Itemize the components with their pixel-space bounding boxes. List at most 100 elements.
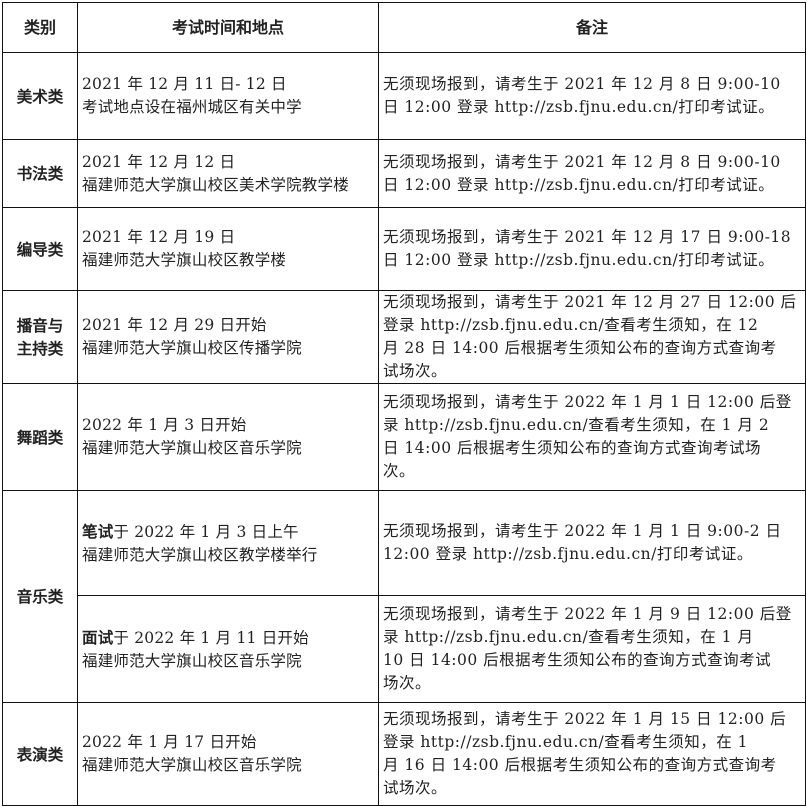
time-place-cell: 2021 年 12 月 29 日开始福建师范大学旗山校区传播学院 <box>77 290 379 384</box>
notes-line: 试场次。 <box>383 779 448 797</box>
notes-line: 登录 http://zsb.fjnu.edu.cn/查看考生须知，在 1 <box>383 733 749 751</box>
category-label: 编导类 <box>16 239 64 259</box>
header-category: 类别 <box>2 2 78 53</box>
notes-line: 10 日 14:00 后根据考生须知公布的查询方式查询考试 <box>383 651 772 669</box>
time-place-line: 福建师范大学旗山校区音乐学院 <box>82 650 374 673</box>
time-place-cell: 2022 年 1 月 3 日开始福建师范大学旗山校区音乐学院 <box>77 383 379 491</box>
time-place-text: 考试地点设在福州城区有关中学 <box>82 98 302 116</box>
header-time-place: 考试时间和地点 <box>77 2 379 53</box>
time-place-cell: 2021 年 12 月 19 日福建师范大学旗山校区教学楼 <box>77 207 379 291</box>
time-place-line: 福建师范大学旗山校区音乐学院 <box>82 437 374 460</box>
notes-line: 无须现场报到，请考生于 2022 年 1 月 9 日 12:00 后登 <box>383 605 792 623</box>
notes-cell: 无须现场报到，请考生于 2021 年 12 月 27 日 12:00 后登录 h… <box>378 290 806 384</box>
notes-line: 无须现场报到，请考生于 2021 年 12 月 8 日 9:00-10 <box>383 75 781 93</box>
category-cell: 编导类 <box>2 207 78 291</box>
category-label: 主持类 <box>16 339 64 358</box>
time-place-text: 福建师范大学旗山校区音乐学院 <box>82 756 302 774</box>
category-cell: 表演类 <box>2 702 78 806</box>
table-row: 音乐类 笔试于 2022 年 1 月 3 日上午 福建师范大学旗山校区教学楼举行 无须… <box>2 490 806 703</box>
notes-line: 无须现场报到，请考生于 2022 年 1 月 15 日 12:00 后 <box>383 710 787 728</box>
notes-line: 录 http://zsb.fjnu.edu.cn/查看考生须知，在 1 月 <box>383 628 754 646</box>
time-place-text: 福建师范大学旗山校区传播学院 <box>82 339 302 357</box>
notes-cell: 无须现场报到，请考生于 2021 年 12 月 8 日 9:00-10 日 12:… <box>378 52 806 140</box>
category-cell: 播音与 主持类 <box>2 290 78 384</box>
category-label: 表演类 <box>16 744 64 764</box>
category-cell: 美术类 <box>2 52 78 140</box>
table-row: 书法类 2021 年 12 月 12 日福建师范大学旗山校区美术学院教学楼 无须现场… <box>2 139 806 208</box>
notes-line: 试场次。 <box>383 362 448 380</box>
time-place-text: 福建师范大学旗山校区教学楼举行 <box>82 545 318 564</box>
category-label: 美术类 <box>16 86 64 106</box>
notes-line: 无须现场报到，请考生于 2021 年 12 月 8 日 9:00-10 <box>383 152 781 171</box>
exam-type-label: 面试 <box>82 627 114 647</box>
table-row: 编导类 2021 年 12 月 19 日福建师范大学旗山校区教学楼 无须现场报到，请… <box>2 207 806 291</box>
notes-cell: 无须现场报到，请考生于 2022 年 1 月 15 日 12:00 后登录 ht… <box>378 702 806 806</box>
time-place-text: 福建师范大学旗山校区音乐学院 <box>82 651 302 670</box>
notes-line: 录 http://zsb.fjnu.edu.cn/查看考生须知，在 1 月 2 <box>383 416 770 434</box>
time-place-line: 2021 年 12 月 11 日- 12 日 <box>82 73 374 96</box>
header-notes: 备注 <box>378 2 806 53</box>
notes-cell: 无须现场报到，请考生于 2022 年 1 月 9 日 12:00 后登录 htt… <box>378 595 806 703</box>
time-place-cell: 2021 年 12 月 12 日福建师范大学旗山校区美术学院教学楼 <box>77 139 379 208</box>
time-place-text: 福建师范大学旗山校区教学楼 <box>82 251 287 269</box>
notes-cell: 无须现场报到，请考生于 2022 年 1 月 1 日 12:00 后登录 htt… <box>378 383 806 491</box>
time-place-line: 2022 年 1 月 3 日开始 <box>82 414 374 437</box>
notes-line: 无须现场报到，请考生于 2022 年 1 月 1 日 12:00 后登 <box>383 393 792 411</box>
notes-line: 场次。 <box>383 674 432 692</box>
time-place-line: 2021 年 12 月 12 日 <box>82 151 374 174</box>
table-row: 面试于 2022 年 1 月 11 日开始 福建师范大学旗山校区音乐学院 无须现场报… <box>3 595 806 703</box>
time-place-line: 福建师范大学旗山校区教学楼 <box>82 249 374 272</box>
notes-line: 日 12:00 登录 http://zsb.fjnu.edu.cn/打印考试证。 <box>383 98 775 116</box>
time-place-cell: 2021 年 12 月 11 日- 12 日考试地点设在福州城区有关中学 <box>77 52 379 140</box>
notes-cell: 无须现场报到，请考生于 2021 年 12 月 17 日 9:00-18 日 12… <box>378 207 806 291</box>
notes-line: 日 14:00 后根据考生须知公布的查询方式查询考试场 <box>383 439 762 457</box>
time-place-line: 2021 年 12 月 19 日 <box>82 226 374 249</box>
notes-line: 12:00 登录 http://zsb.fjnu.edu.cn/打印考试证。 <box>383 545 753 563</box>
notes-line: 无须现场报到，请考生于 2022 年 1 月 1 日 9:00-2 日 <box>383 522 782 540</box>
header-row: 类别 考试时间和地点 备注 <box>2 2 806 53</box>
time-place-line: 福建师范大学旗山校区传播学院 <box>82 337 374 360</box>
time-place-text: 于 2022 年 1 月 11 日开始 <box>113 628 309 647</box>
category-label: 音乐类 <box>16 587 64 606</box>
category-label: 播音与 <box>16 316 64 335</box>
notes-line: 无须现场报到，请考生于 2021 年 12 月 17 日 9:00-18 <box>383 228 792 246</box>
notes-line: 月 28 日 14:00 后根据考生须知公布的查询方式查询考 <box>383 339 777 357</box>
category-cell: 音乐类 <box>2 490 78 703</box>
time-place-text: 2022 年 1 月 17 日开始 <box>82 733 257 751</box>
time-place-text: 福建师范大学旗山校区音乐学院 <box>82 439 302 457</box>
time-place-line: 福建师范大学旗山校区教学楼举行 <box>82 544 374 567</box>
notes-line: 次。 <box>383 462 416 480</box>
time-place-line: 面试于 2022 年 1 月 11 日开始 <box>82 626 374 650</box>
notes-line: 日 12:00 登录 http://zsb.fjnu.edu.cn/打印考试证。 <box>383 251 775 269</box>
category-label: 书法类 <box>16 164 64 183</box>
table-row: 播音与 主持类 2021 年 12 月 29 日开始 福建师范大学旗山校区传播学院 无须… <box>2 290 806 384</box>
time-place-line: 考试地点设在福州城区有关中学 <box>82 96 374 119</box>
category-label: 舞蹈类 <box>16 427 64 447</box>
time-place-text: 2022 年 1 月 3 日开始 <box>82 416 247 434</box>
time-place-cell: 面试于 2022 年 1 月 11 日开始 福建师范大学旗山校区音乐学院 <box>77 595 379 703</box>
time-place-text: 2021 年 12 月 29 日开始 <box>82 316 267 334</box>
exam-type-label: 笔试 <box>82 521 114 541</box>
table-row: 美术类 2021 年 12 月 11 日- 12 日考试地点设在福州城区有关中学无… <box>2 52 806 140</box>
time-place-line: 福建师范大学旗山校区美术学院教学楼 <box>82 174 374 197</box>
time-place-line: 笔试于 2022 年 1 月 3 日上午 <box>82 520 374 544</box>
notes-line: 月 16 日 14:00 后根据考生须知公布的查询方式查询考 <box>383 756 777 774</box>
time-place-line: 福建师范大学旗山校区音乐学院 <box>82 754 374 777</box>
notes-line: 无须现场报到，请考生于 2021 年 12 月 27 日 12:00 后 <box>383 293 797 311</box>
time-place-text: 2021 年 12 月 11 日- 12 日 <box>82 75 287 93</box>
time-place-line: 2021 年 12 月 29 日开始 <box>82 314 374 337</box>
notes-line: 登录 http://zsb.fjnu.edu.cn/查看考生须知，在 12 <box>383 316 759 334</box>
table-row: 舞蹈类 2022 年 1 月 3 日开始 福建师范大学旗山校区音乐学院 无须现场报到，… <box>2 383 806 491</box>
category-cell: 舞蹈类 <box>2 383 78 491</box>
time-place-text: 于 2022 年 1 月 3 日上午 <box>113 522 299 541</box>
time-place-text: 2021 年 12 月 12 日 <box>82 152 236 171</box>
time-place-text: 2021 年 12 月 19 日 <box>82 228 236 246</box>
time-place-cell: 笔试于 2022 年 1 月 3 日上午 福建师范大学旗山校区教学楼举行 <box>77 490 379 596</box>
notes-cell: 无须现场报到，请考生于 2021 年 12 月 8 日 9:00-10 日 12:… <box>378 139 806 208</box>
table-row: 表演类 2022 年 1 月 17 日开始 福建师范大学旗山校区音乐学院 无须现场报到… <box>2 702 806 806</box>
category-cell: 书法类 <box>2 139 78 208</box>
notes-line: 日 12:00 登录 http://zsb.fjnu.edu.cn/打印考试证。 <box>383 175 775 194</box>
time-place-cell: 2022 年 1 月 17 日开始福建师范大学旗山校区音乐学院 <box>77 702 379 806</box>
notes-cell: 无须现场报到，请考生于 2022 年 1 月 1 日 9:00-2 日 12:00… <box>378 490 806 596</box>
